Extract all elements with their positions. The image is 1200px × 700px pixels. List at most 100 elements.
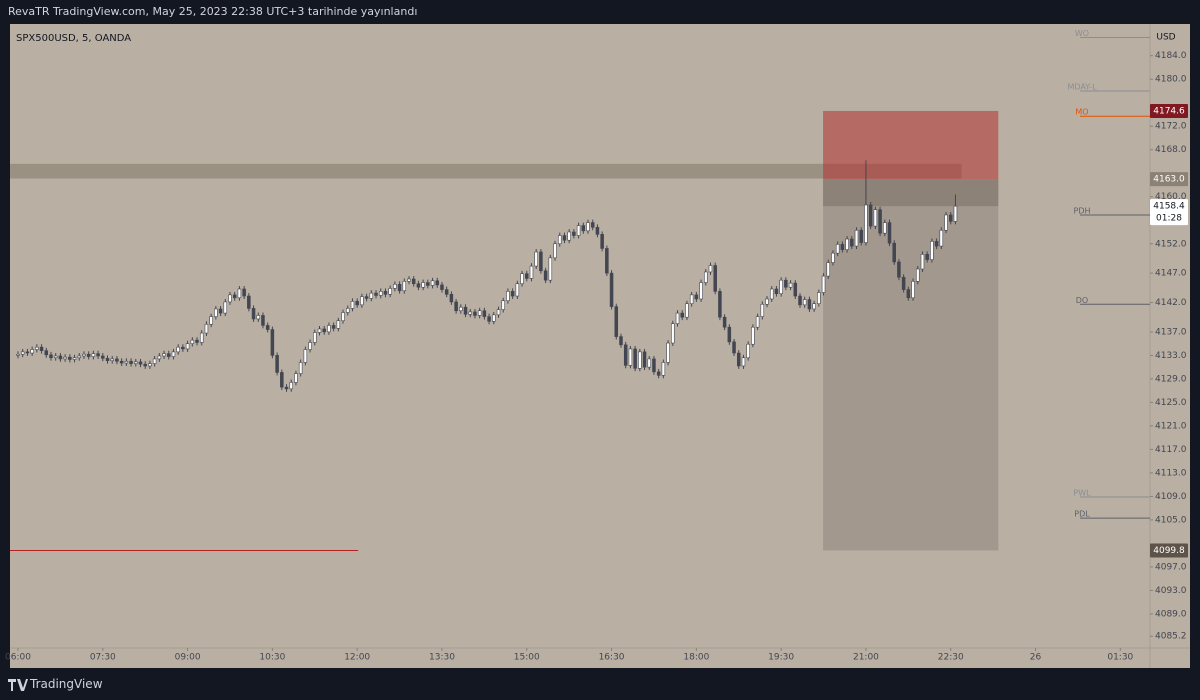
candle-body — [242, 288, 246, 297]
x-tick-label: 06:00 — [5, 653, 31, 663]
candle-body — [421, 282, 425, 288]
price-label: 4174.6 — [1153, 106, 1185, 116]
candle-body — [718, 291, 722, 318]
candle-body — [454, 301, 458, 312]
candle-body — [944, 214, 948, 231]
candle-body — [652, 358, 656, 373]
candle-body — [44, 350, 49, 356]
candle-body — [251, 308, 256, 320]
price-label-box — [1150, 172, 1188, 187]
x-tick-label: 01:30 — [1107, 653, 1133, 663]
candle-body — [473, 311, 477, 316]
candle-body — [96, 353, 100, 357]
candle-body — [378, 291, 383, 296]
candle-body — [284, 386, 289, 390]
candle-body — [628, 348, 633, 366]
candle-body — [39, 346, 44, 351]
candle-body — [298, 362, 303, 374]
candle-body — [110, 358, 114, 361]
candle-body — [704, 271, 708, 283]
candle-body — [614, 306, 619, 337]
candle-body — [774, 288, 779, 294]
candle-body — [713, 265, 717, 292]
price-label: 4163.0 — [1153, 175, 1185, 185]
y-tick-label: 4117.0 — [1155, 445, 1187, 455]
candle-body — [953, 205, 958, 222]
y-tick-label: 4113.0 — [1155, 468, 1187, 478]
candle-body — [755, 316, 760, 328]
zone — [823, 179, 999, 551]
candle-body — [148, 363, 152, 367]
candle-body — [190, 339, 195, 344]
x-tick-label: 12:00 — [344, 653, 370, 663]
candle-body — [308, 342, 312, 350]
candle-body — [72, 357, 77, 360]
y-tick-label: 4121.0 — [1155, 421, 1187, 431]
candle-body — [143, 363, 147, 367]
candle-body — [449, 293, 454, 303]
candle-body — [887, 222, 892, 244]
x-tick-label: 26 — [1030, 653, 1042, 663]
candle-body — [331, 325, 336, 329]
level-label: PDL — [1074, 510, 1090, 519]
candle-body — [397, 283, 402, 292]
candle-body — [341, 312, 345, 322]
candle-body — [595, 226, 600, 235]
candle-body — [204, 323, 209, 334]
candle-body — [765, 298, 769, 305]
candle-body — [638, 351, 642, 369]
x-tick-label: 13:30 — [429, 653, 455, 663]
candle-body — [129, 360, 133, 364]
candle-body — [727, 326, 732, 343]
price-label-box — [1150, 103, 1188, 118]
candle-body — [53, 355, 58, 359]
candle-body — [675, 312, 680, 324]
candle-body — [228, 294, 232, 303]
publisher: RevaTR TradingView.com, May 25, 2023 22:… — [8, 5, 418, 18]
candle-body — [68, 356, 72, 360]
x-tick-label: 19:30 — [768, 653, 794, 663]
candle-body — [218, 308, 223, 314]
candle-body — [393, 283, 397, 289]
candle-body — [270, 329, 275, 356]
candle-body — [666, 342, 670, 363]
candle-body — [289, 382, 293, 390]
candle-body — [355, 301, 359, 306]
x-tick-label: 22:30 — [938, 653, 964, 663]
candle-body — [840, 244, 845, 250]
candle-body — [77, 355, 82, 359]
brand-logo — [8, 679, 28, 691]
candle-body — [897, 261, 901, 278]
candle-body — [883, 222, 887, 234]
candle-body — [925, 254, 929, 260]
candle-body — [209, 316, 213, 325]
candle-body — [86, 353, 91, 357]
candle-body — [237, 288, 242, 299]
candle-body — [280, 372, 284, 388]
candle-body — [534, 251, 538, 267]
y-tick-label: 4184.0 — [1155, 51, 1187, 61]
candle-body — [553, 243, 557, 259]
candle-body — [915, 268, 920, 282]
candle-body — [426, 282, 430, 286]
level-label: WO — [1075, 29, 1089, 38]
candle-body — [416, 283, 421, 288]
candle-body — [835, 244, 840, 254]
candle-body — [435, 280, 440, 286]
price-label-box — [1150, 543, 1188, 558]
candle-body — [529, 265, 534, 279]
candle-body — [741, 357, 746, 367]
candle-body — [623, 344, 628, 366]
candle-body — [600, 234, 604, 249]
candle-body — [152, 358, 157, 364]
price-label-box — [1150, 199, 1188, 226]
candle-body — [642, 351, 647, 368]
candle-body — [812, 303, 816, 310]
x-tick-label: 15:00 — [514, 653, 540, 663]
candle-body — [788, 282, 793, 288]
candle-body — [878, 209, 882, 234]
candle-body — [336, 320, 341, 329]
level-label: MDAY-L — [1067, 82, 1097, 91]
candle-body — [736, 352, 741, 367]
